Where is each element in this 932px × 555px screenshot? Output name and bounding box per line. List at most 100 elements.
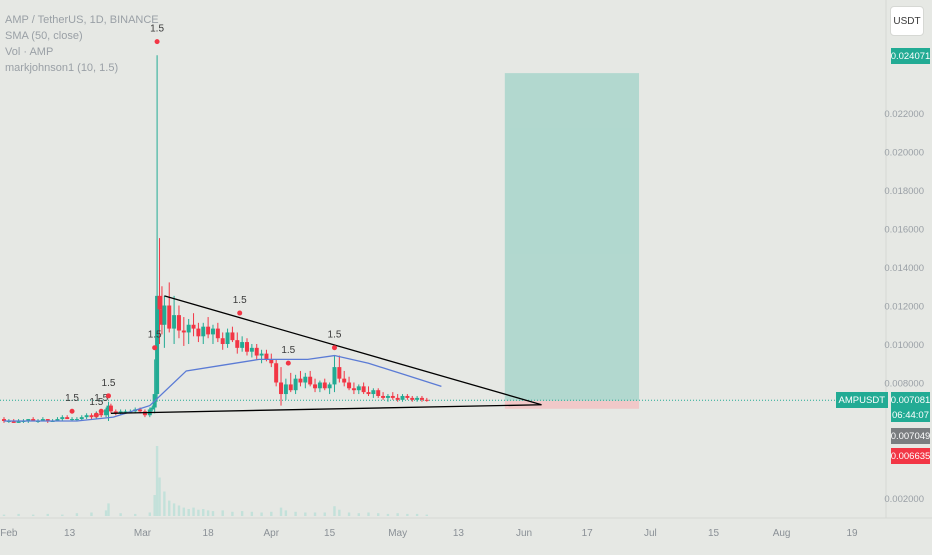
signal-dot [105, 393, 111, 399]
candle-body [298, 378, 303, 383]
signal-dot [93, 412, 99, 418]
legend-volume[interactable]: Vol · AMP [5, 46, 54, 58]
candle-body [269, 359, 274, 364]
volume-bar [107, 503, 110, 516]
candle-body [113, 411, 118, 414]
candle-body [361, 386, 366, 393]
volume-bar [338, 509, 341, 516]
volume-bar [206, 510, 210, 516]
stop-price-tag: 0.006635 [891, 448, 930, 464]
candle-body [206, 326, 211, 335]
target-price-tag: 0.024071 [891, 48, 930, 64]
candle-body [327, 384, 332, 389]
trendline [110, 404, 542, 414]
signal-dot [69, 408, 75, 414]
volume-bar [168, 500, 171, 516]
chart-legend: AMP / TetherUS, 1D, BINANCE SMA (50, clo… [5, 12, 159, 76]
time-axis-label: Mar [134, 528, 152, 539]
candle-body [220, 338, 225, 344]
signal-dot [331, 345, 337, 351]
signal-dot [285, 360, 291, 366]
candle-body [279, 382, 284, 395]
candle-body [191, 324, 196, 329]
volume-bar [197, 509, 200, 516]
candle-body [84, 415, 89, 418]
volume-bar [17, 513, 20, 516]
volume-bar [221, 510, 224, 516]
candle-body [106, 405, 111, 410]
volume-bar [279, 507, 283, 516]
candle-body [424, 399, 429, 401]
volume-bar [406, 513, 409, 516]
volume-bar [31, 514, 35, 516]
candle-body [210, 328, 215, 335]
candle-body [385, 395, 390, 398]
volume-bar [284, 510, 288, 516]
stop-zone [504, 400, 640, 409]
volume-bar [119, 513, 122, 516]
volume-bar [396, 513, 399, 516]
candle-body [376, 390, 381, 396]
candle-body [259, 353, 264, 356]
price-axis-label: 0.012000 [884, 302, 924, 313]
current-price-tag: 0.007081 [891, 392, 930, 408]
volume-bar [61, 514, 64, 516]
candle-body [254, 347, 259, 356]
volume-bar [323, 512, 326, 516]
candle-body [381, 395, 386, 398]
candle-body [215, 328, 220, 339]
candle-body [108, 405, 113, 412]
candle-body [225, 332, 230, 344]
price-axis-label: 0.018000 [884, 186, 924, 197]
candle-body [31, 419, 36, 421]
currency-button[interactable]: USDT [890, 6, 924, 36]
candle-body [150, 407, 155, 410]
candle-body [70, 419, 75, 421]
volume-bar [294, 511, 297, 516]
volume-bar [240, 511, 244, 516]
time-axis-label: 19 [847, 528, 859, 539]
signal-dot [98, 408, 104, 414]
candle-body [264, 353, 269, 360]
candle-body [65, 417, 70, 420]
signal-label: 1.5 [281, 345, 295, 356]
candle-body [395, 397, 400, 400]
legend-sma[interactable]: SMA (50, close) [5, 30, 83, 42]
signal-label: 1.5 [94, 393, 108, 404]
volume-bar [347, 512, 351, 516]
candle-body [356, 386, 361, 391]
volume-bar [425, 514, 429, 516]
candle-body [142, 411, 147, 416]
time-axis-label: May [388, 528, 407, 539]
volume-bar [187, 509, 190, 516]
volume-bar [192, 507, 195, 516]
candle-body [351, 388, 356, 391]
candle-body [104, 409, 109, 416]
time-axis-label: 15 [708, 528, 720, 539]
candle-body [2, 419, 6, 421]
legend-symbol[interactable]: AMP / TetherUS, 1D, BINANCE [5, 14, 159, 26]
signal-label: 1.5 [233, 295, 247, 306]
countdown-tag: 06:44:07 [891, 408, 930, 422]
candle-body [118, 411, 123, 414]
candle-body [405, 395, 410, 398]
volume-bar [46, 513, 49, 516]
legend-indicator[interactable]: markjohnson1 (10, 1.5) [5, 62, 119, 74]
candle-body [347, 382, 352, 389]
candle-body [16, 421, 21, 423]
price-axis-label: 0.014000 [884, 263, 924, 274]
candle-body [415, 397, 420, 400]
candle-body [159, 309, 164, 325]
volume-bar [313, 512, 317, 516]
volume-bar [163, 491, 166, 516]
candle-body [155, 295, 160, 395]
candle-body [342, 378, 347, 383]
trendline [164, 295, 542, 406]
volume-bar [260, 512, 263, 516]
candle-body [138, 409, 143, 412]
signal-label: 1.5 [102, 378, 116, 389]
volume-bar [90, 512, 93, 516]
candle-body [157, 295, 162, 310]
